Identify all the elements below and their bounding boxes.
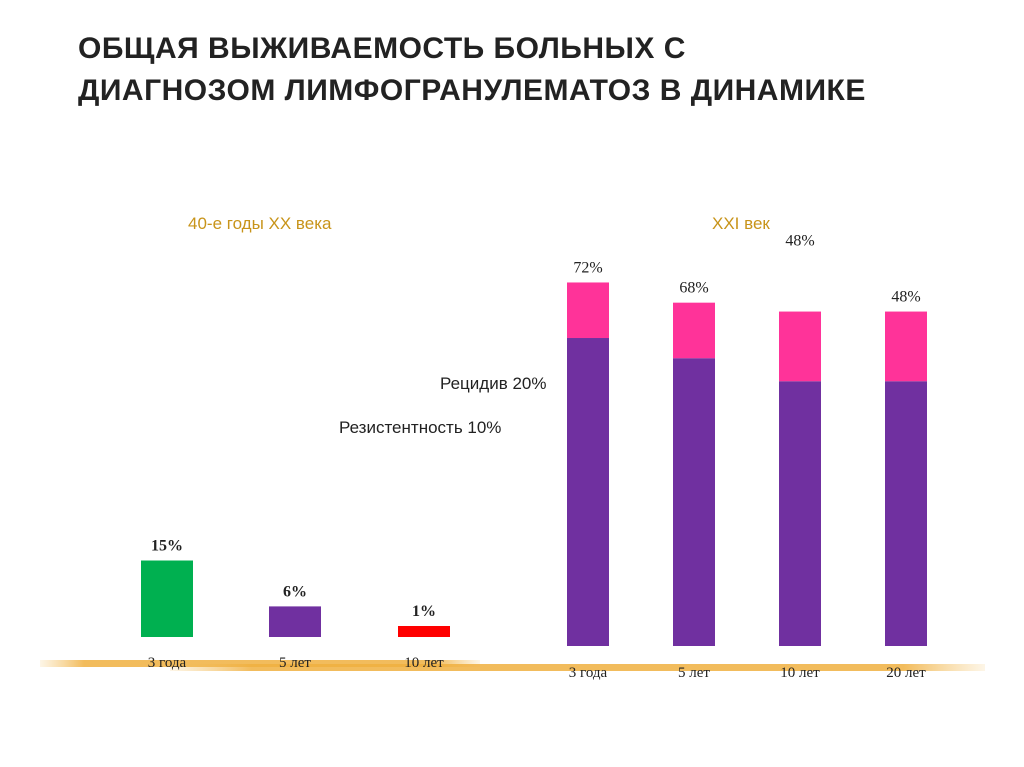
category-label-1940s-1: 5 лет [279, 655, 311, 671]
legend-relapse: Рецидив 20% [440, 374, 547, 393]
value-label-1940s-0: 15% [151, 538, 183, 555]
bar-21c-2-series-1 [779, 311, 821, 382]
value-label-1940s-1: 6% [283, 583, 307, 600]
bar-1940s-1 [269, 606, 321, 637]
bar-1940s-0 [141, 560, 193, 637]
bar-21c-3-series-1 [885, 311, 927, 382]
value-label-21c-0: 72% [573, 259, 602, 276]
group-label-21st-century: XXI век [712, 214, 770, 233]
bar-21c-1-series-1 [673, 302, 715, 359]
category-label-21c-2: 10 лет [780, 665, 820, 681]
category-label-21c-0: 3 года [569, 665, 608, 681]
bar-21c-3-series-0 [885, 381, 927, 646]
category-label-21c-3: 20 лет [886, 665, 926, 681]
bar-21c-0-series-0 [567, 338, 609, 646]
legend-resistance: Резистентность 10% [339, 418, 502, 437]
bar-1940s-2 [398, 626, 450, 637]
value-label-1940s-2: 1% [412, 603, 436, 620]
value-label-21c-2: 48% [785, 233, 814, 250]
value-label-21c-3: 48% [891, 289, 920, 306]
value-label-21c-1: 68% [679, 280, 708, 297]
baseline-right [170, 664, 985, 671]
category-label-1940s-0: 3 года [148, 655, 187, 671]
bar-21c-2-series-0 [779, 381, 821, 646]
bar-21c-0-series-1 [567, 282, 609, 339]
category-label-1940s-2: 10 лет [404, 655, 444, 671]
group-label-1940s: 40-е годы XX века [188, 214, 332, 233]
baseline-left [40, 660, 480, 667]
page-title: ОБЩАЯ ВЫЖИВАЕМОСТЬ БОЛЬНЫХ С ДИАГНОЗОМ Л… [78, 32, 866, 107]
bar-21c-1-series-0 [673, 358, 715, 646]
category-label-21c-1: 5 лет [678, 665, 710, 681]
